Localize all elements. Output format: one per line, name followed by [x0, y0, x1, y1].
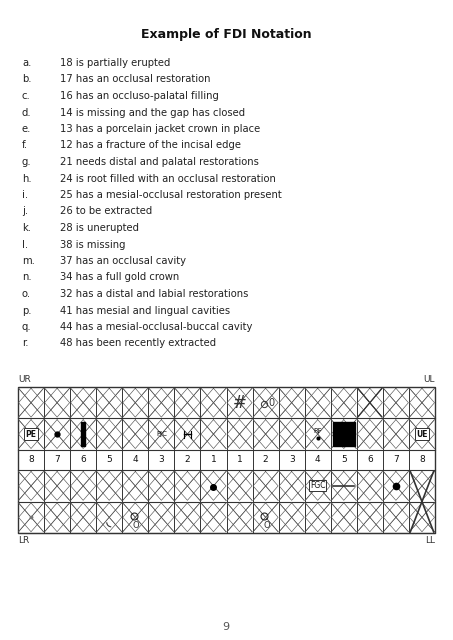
- Text: 3: 3: [159, 456, 164, 465]
- Text: n.: n.: [22, 273, 32, 282]
- Text: p.: p.: [22, 305, 32, 316]
- Text: c.: c.: [22, 91, 31, 101]
- Text: 17 has an occlusal restoration: 17 has an occlusal restoration: [60, 74, 211, 84]
- Text: q.: q.: [22, 322, 32, 332]
- Text: b.: b.: [22, 74, 32, 84]
- Bar: [81, 422, 85, 446]
- Bar: [18, 387, 435, 533]
- Text: UE: UE: [416, 429, 428, 438]
- Text: 6: 6: [367, 456, 373, 465]
- Text: LL: LL: [425, 536, 435, 545]
- Text: e.: e.: [22, 124, 31, 134]
- Text: Example of FDI Notation: Example of FDI Notation: [141, 28, 311, 41]
- Text: 7: 7: [393, 456, 399, 465]
- Text: UR: UR: [18, 375, 31, 384]
- Text: 18 is partially erupted: 18 is partially erupted: [60, 58, 170, 68]
- Text: 1: 1: [236, 456, 242, 465]
- Text: j.: j.: [22, 207, 28, 216]
- Text: UL: UL: [424, 375, 435, 384]
- Text: f.: f.: [22, 141, 28, 150]
- Text: 28 is unerupted: 28 is unerupted: [60, 223, 139, 233]
- Text: PE: PE: [25, 429, 37, 438]
- Text: l.: l.: [22, 239, 28, 250]
- Text: 5: 5: [341, 456, 347, 465]
- Text: 48 has been recently extracted: 48 has been recently extracted: [60, 339, 216, 349]
- Text: O: O: [133, 521, 140, 530]
- Text: 1: 1: [211, 456, 217, 465]
- Text: d.: d.: [22, 108, 32, 118]
- Text: 8: 8: [419, 456, 425, 465]
- Text: r.: r.: [22, 339, 29, 349]
- Text: 7: 7: [54, 456, 60, 465]
- Text: a.: a.: [22, 58, 31, 68]
- Text: h.: h.: [22, 173, 32, 184]
- Text: 4: 4: [132, 456, 138, 465]
- Text: 37 has an occlusal cavity: 37 has an occlusal cavity: [60, 256, 186, 266]
- Text: 14 is missing and the gap has closed: 14 is missing and the gap has closed: [60, 108, 245, 118]
- Text: 4: 4: [315, 456, 321, 465]
- Text: 9: 9: [222, 622, 230, 632]
- Text: 26 to be extracted: 26 to be extracted: [60, 207, 152, 216]
- Text: 21 needs distal and palatal restorations: 21 needs distal and palatal restorations: [60, 157, 259, 167]
- Text: 12 has a fracture of the incisal edge: 12 has a fracture of the incisal edge: [60, 141, 241, 150]
- Text: 32 has a distal and labial restorations: 32 has a distal and labial restorations: [60, 289, 248, 299]
- Text: 44 has a mesial-occlusal-buccal cavity: 44 has a mesial-occlusal-buccal cavity: [60, 322, 252, 332]
- Text: 2: 2: [263, 456, 269, 465]
- Text: 6: 6: [80, 456, 86, 465]
- Text: 8: 8: [28, 456, 34, 465]
- Text: PJC: PJC: [156, 431, 167, 437]
- Text: g.: g.: [22, 157, 32, 167]
- Text: #: #: [232, 394, 246, 412]
- Text: 25 has a mesial-occlusal restoration present: 25 has a mesial-occlusal restoration pre…: [60, 190, 282, 200]
- Bar: [333, 422, 355, 446]
- Text: 2: 2: [184, 456, 190, 465]
- Text: k.: k.: [22, 223, 31, 233]
- Text: FGC: FGC: [310, 481, 325, 490]
- Text: 16 has an occluso-palatal filling: 16 has an occluso-palatal filling: [60, 91, 219, 101]
- Text: 24 is root filled with an occlusal restoration: 24 is root filled with an occlusal resto…: [60, 173, 276, 184]
- Text: o.: o.: [22, 289, 31, 299]
- Text: i.: i.: [22, 190, 28, 200]
- Text: O: O: [263, 521, 270, 530]
- Text: LR: LR: [18, 536, 29, 545]
- Text: 0: 0: [269, 397, 275, 408]
- Text: 41 has mesial and lingual cavities: 41 has mesial and lingual cavities: [60, 305, 230, 316]
- Text: 5: 5: [106, 456, 112, 465]
- Text: 38 is missing: 38 is missing: [60, 239, 125, 250]
- Text: 34 has a full gold crown: 34 has a full gold crown: [60, 273, 179, 282]
- Text: 13 has a porcelain jacket crown in place: 13 has a porcelain jacket crown in place: [60, 124, 260, 134]
- Text: RF: RF: [313, 428, 322, 434]
- Text: m.: m.: [22, 256, 35, 266]
- Text: 3: 3: [289, 456, 294, 465]
